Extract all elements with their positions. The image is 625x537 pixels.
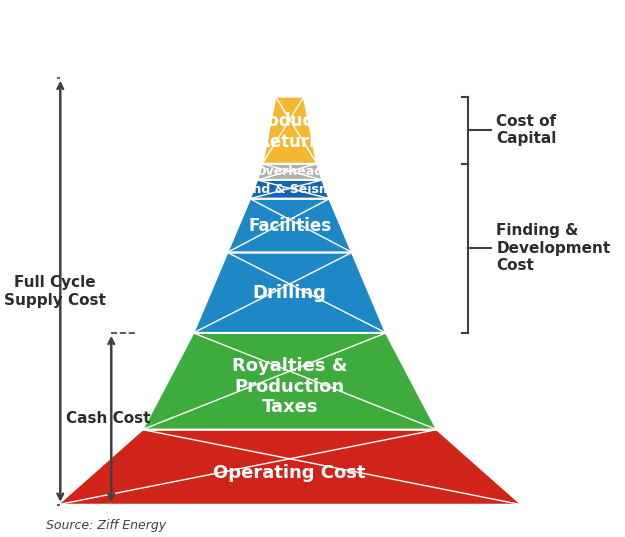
Polygon shape: [228, 199, 352, 252]
Text: Operating Cost: Operating Cost: [213, 463, 366, 482]
Text: Finding &
Development
Cost: Finding & Development Cost: [496, 223, 611, 273]
Text: Drilling: Drilling: [253, 284, 327, 302]
Polygon shape: [250, 180, 329, 199]
Text: Full Cycle
Supply Cost: Full Cycle Supply Cost: [4, 275, 106, 308]
Text: Land & Seismic: Land & Seismic: [236, 183, 343, 196]
Text: Cost of
Capital: Cost of Capital: [496, 114, 557, 147]
Text: Overhead: Overhead: [256, 165, 324, 178]
Polygon shape: [142, 333, 437, 430]
Text: Cash Cost: Cash Cost: [66, 411, 151, 426]
Polygon shape: [262, 97, 317, 164]
Polygon shape: [193, 252, 386, 333]
Polygon shape: [257, 164, 322, 180]
Text: Royalties &
Production
Taxes: Royalties & Production Taxes: [232, 357, 348, 416]
Text: Source: Ziff Energy: Source: Ziff Energy: [46, 519, 166, 532]
Text: Facilities: Facilities: [248, 216, 331, 235]
Text: Producer
Return: Producer Return: [247, 112, 332, 151]
Polygon shape: [58, 430, 522, 505]
